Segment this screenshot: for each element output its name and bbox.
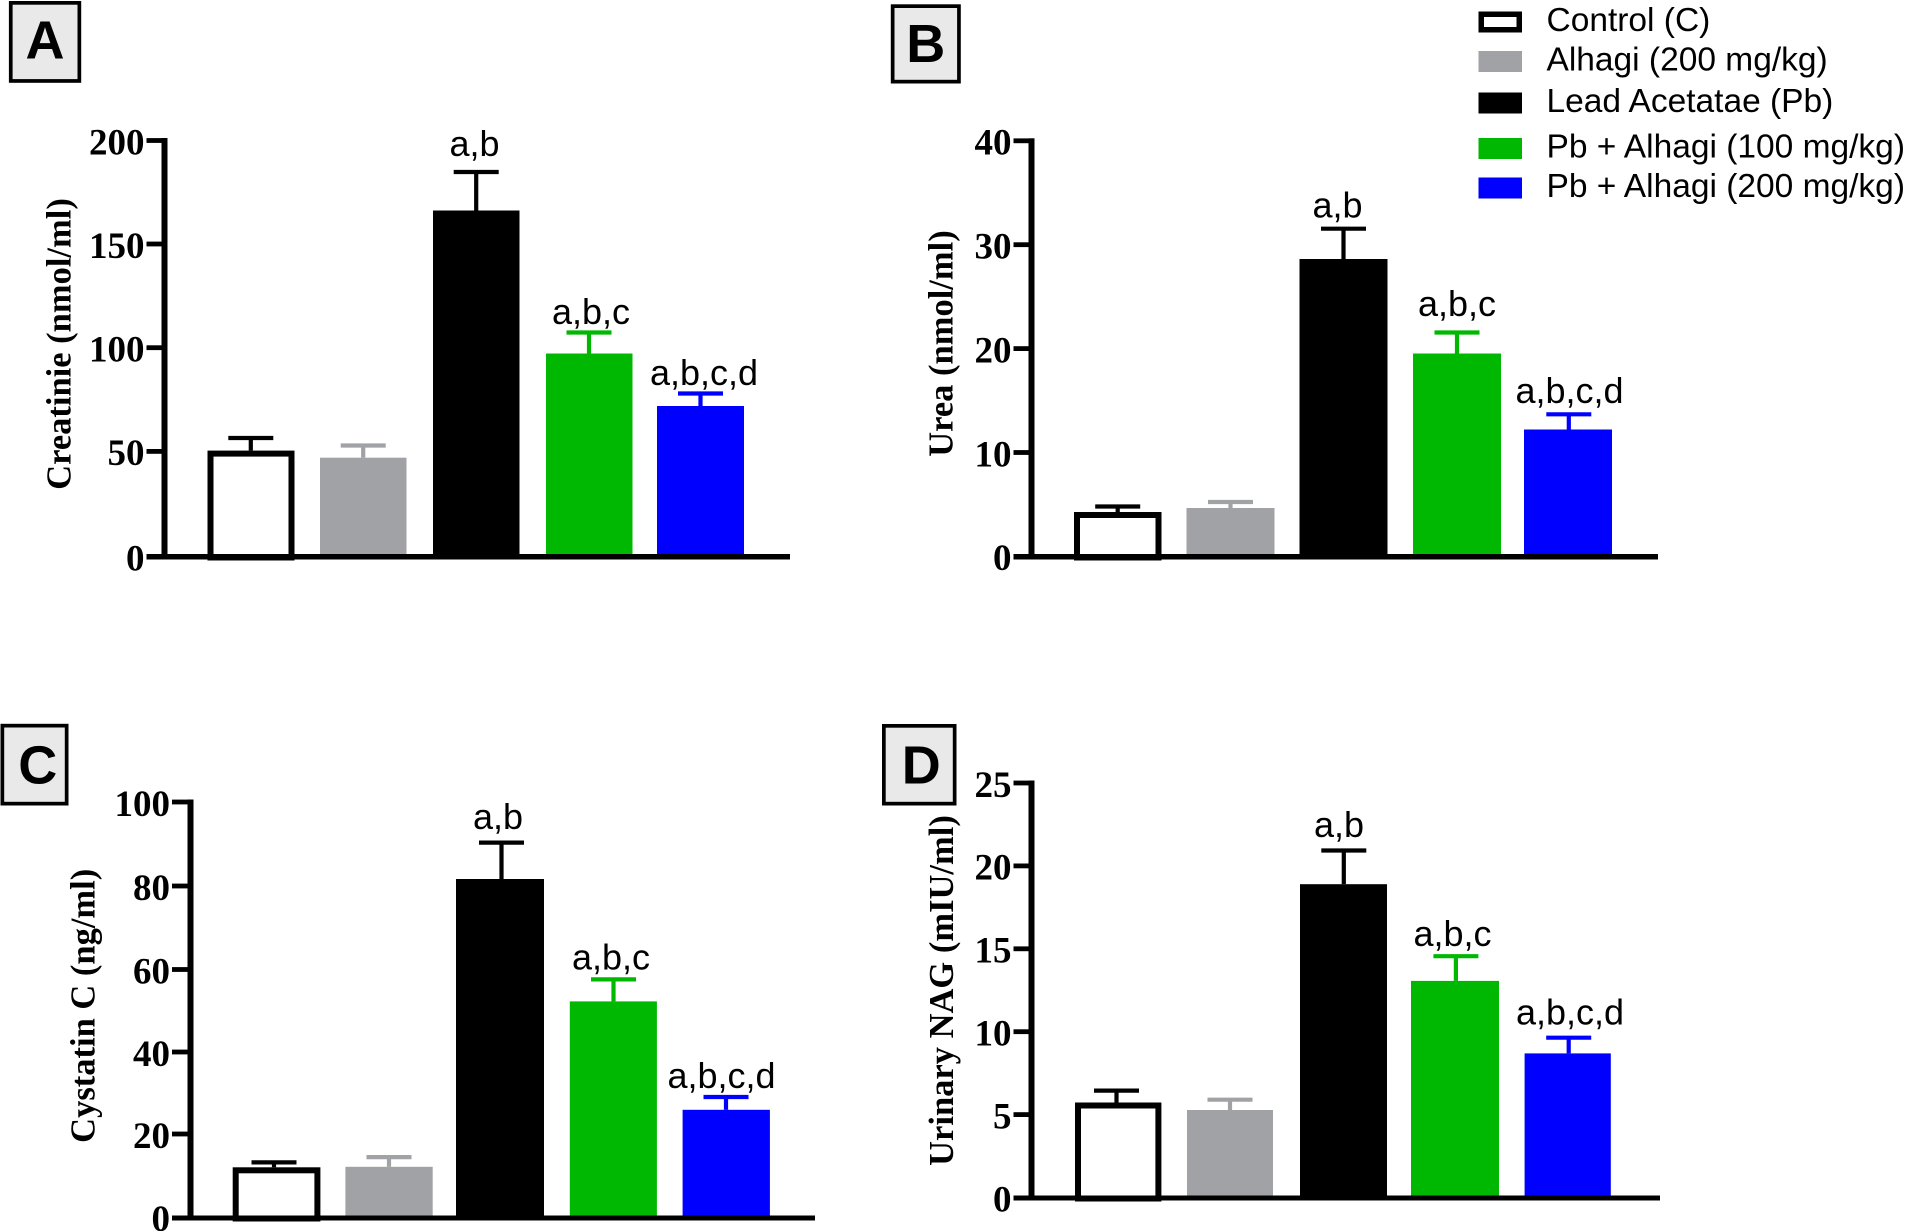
svg-text:150: 150 xyxy=(89,226,145,267)
svg-text:a,b,c,d: a,b,c,d xyxy=(667,1055,775,1096)
svg-text:30: 30 xyxy=(975,227,1012,268)
svg-text:0: 0 xyxy=(993,1180,1012,1221)
svg-text:15: 15 xyxy=(975,931,1012,972)
svg-text:40: 40 xyxy=(133,1034,170,1075)
svg-text:0: 0 xyxy=(993,538,1012,579)
svg-text:Creatinie (nmol/ml): Creatinie (nmol/ml) xyxy=(40,198,78,490)
svg-text:a,b: a,b xyxy=(1312,185,1362,226)
svg-text:Lead Acetatae (Pb): Lead Acetatae (Pb) xyxy=(1547,83,1834,120)
svg-text:a,b: a,b xyxy=(449,123,499,164)
svg-text:D: D xyxy=(902,735,941,795)
svg-text:a,b,c: a,b,c xyxy=(1418,283,1496,324)
svg-text:60: 60 xyxy=(133,951,170,992)
svg-text:a,b: a,b xyxy=(473,796,523,837)
svg-text:a,b,c,d: a,b,c,d xyxy=(1516,992,1624,1033)
svg-text:80: 80 xyxy=(133,868,170,909)
svg-text:Urea (nmol/ml): Urea (nmol/ml) xyxy=(922,230,960,456)
svg-text:a,b,c: a,b,c xyxy=(552,291,630,332)
svg-text:5: 5 xyxy=(993,1096,1012,1137)
svg-text:20: 20 xyxy=(975,848,1012,889)
svg-text:200: 200 xyxy=(89,122,145,163)
svg-text:a,b,c: a,b,c xyxy=(572,937,650,978)
svg-text:A: A xyxy=(26,11,65,71)
svg-text:Urinary NAG (mIU/ml): Urinary NAG (mIU/ml) xyxy=(923,815,961,1166)
svg-text:20: 20 xyxy=(133,1116,170,1157)
svg-text:100: 100 xyxy=(89,330,145,371)
svg-text:Control (C): Control (C) xyxy=(1547,2,1711,39)
svg-text:Alhagi (200 mg/kg): Alhagi (200 mg/kg) xyxy=(1547,42,1828,79)
svg-text:0: 0 xyxy=(126,538,145,579)
svg-text:20: 20 xyxy=(975,330,1012,371)
svg-text:a,b,c: a,b,c xyxy=(1413,913,1491,954)
svg-text:Pb + Alhagi (100 mg/kg): Pb + Alhagi (100 mg/kg) xyxy=(1547,129,1905,166)
svg-text:0: 0 xyxy=(152,1199,171,1231)
svg-text:C: C xyxy=(18,735,57,795)
svg-text:10: 10 xyxy=(975,434,1012,475)
svg-text:40: 40 xyxy=(975,123,1012,164)
svg-text:10: 10 xyxy=(975,1014,1012,1055)
svg-text:Pb + Alhagi (200 mg/kg): Pb + Alhagi (200 mg/kg) xyxy=(1547,168,1905,205)
svg-text:a,b,c,d: a,b,c,d xyxy=(650,352,758,393)
svg-text:50: 50 xyxy=(108,433,145,474)
svg-text:B: B xyxy=(906,14,945,74)
svg-text:100: 100 xyxy=(115,784,171,825)
svg-text:a,b: a,b xyxy=(1314,804,1364,845)
svg-text:Cystatin C (ng/ml): Cystatin C (ng/ml) xyxy=(64,869,102,1143)
svg-text:a,b,c,d: a,b,c,d xyxy=(1515,370,1623,411)
svg-text:25: 25 xyxy=(975,765,1012,806)
